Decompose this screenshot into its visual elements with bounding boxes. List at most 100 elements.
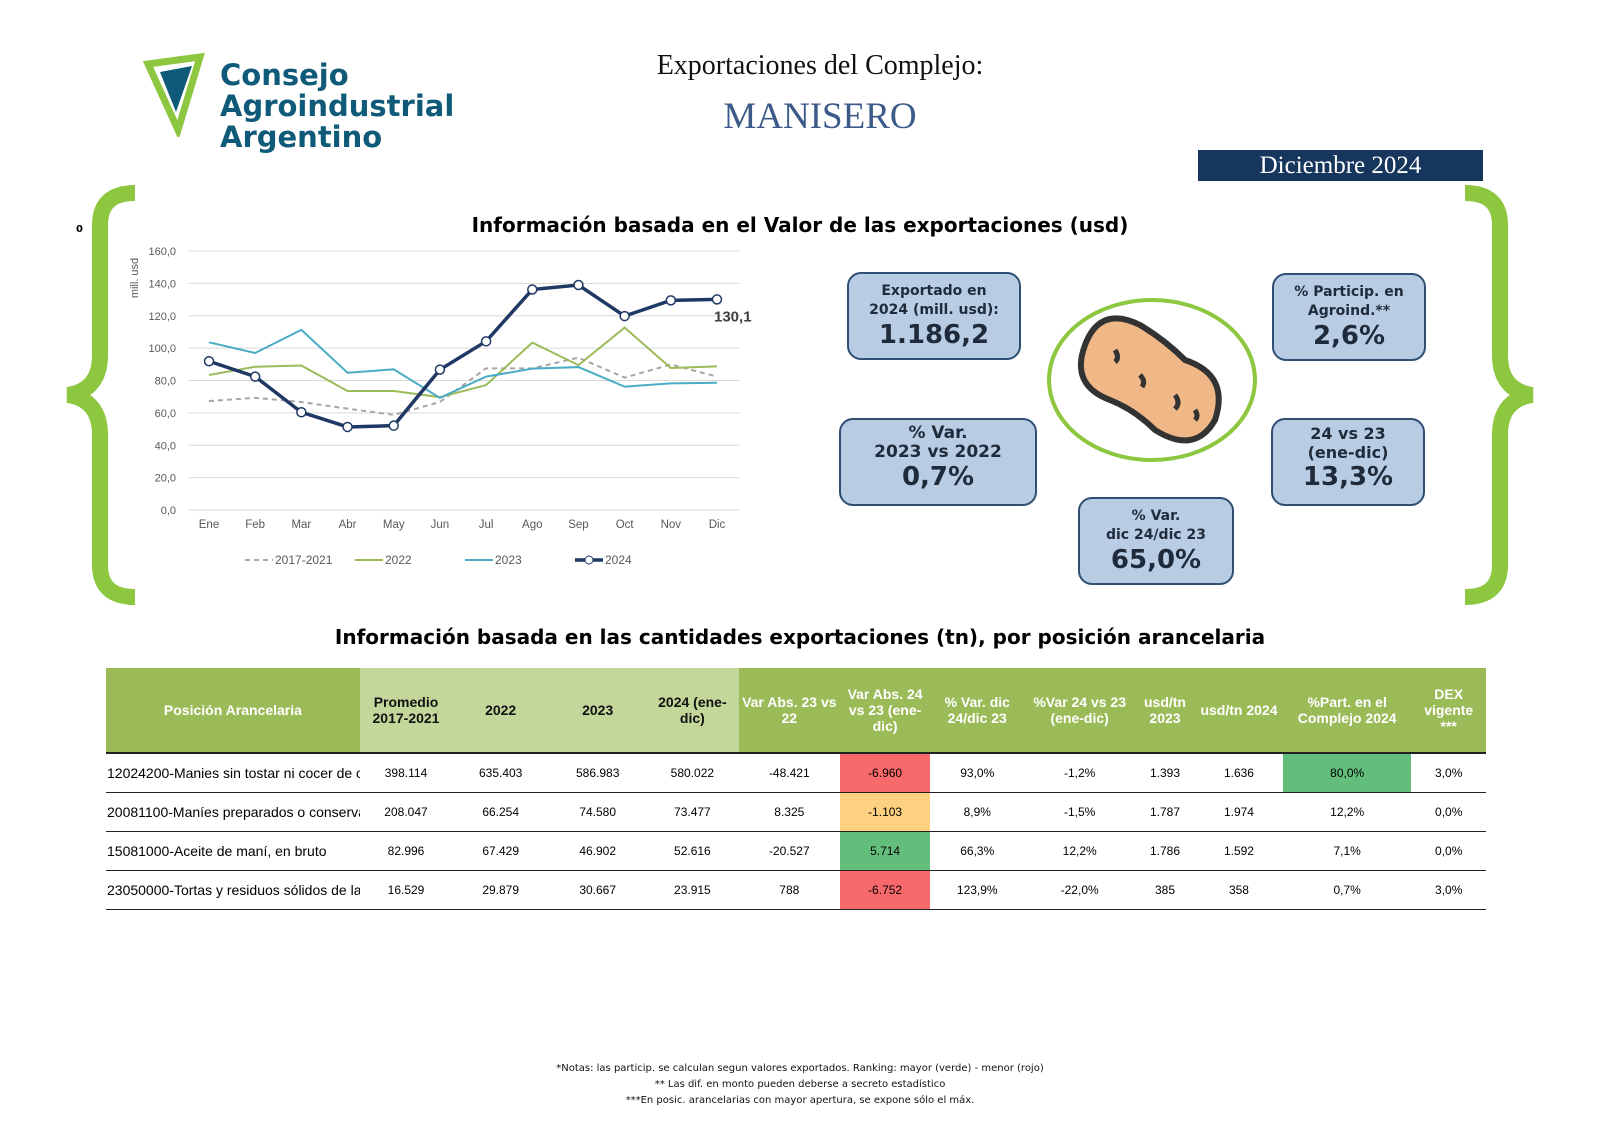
x-tick-label: Sep xyxy=(568,519,588,531)
data-point xyxy=(573,279,584,291)
y-tick-label: 140,0 xyxy=(148,278,176,290)
left-brace-icon xyxy=(66,185,136,605)
table-cell: -1.103 xyxy=(840,792,931,832)
stat-exported: Exportado en 2024 (mill. usd): 1.186,2 xyxy=(847,272,1021,360)
series-line-2022 xyxy=(208,326,718,399)
data-label: 130,1 xyxy=(714,308,752,325)
table-cell: 12,2% xyxy=(1282,792,1412,832)
data-point xyxy=(203,355,215,367)
column-header: 2023 xyxy=(549,668,647,754)
table-cell: -22,0% xyxy=(1024,870,1135,910)
table-cell: 0,0% xyxy=(1411,792,1486,832)
footnote: *Notas: las particip. se calculan segun … xyxy=(556,1063,1044,1074)
y-tick-label: 40,0 xyxy=(155,440,176,452)
legend-marker xyxy=(584,555,594,565)
table-cell: 74.580 xyxy=(549,792,647,832)
stat-label: % Particip. en Agroind.** xyxy=(1294,284,1404,319)
tariff-table: Posición Arancelaria Promedio 2017-2021 20… xyxy=(106,668,1486,910)
x-tick-label: Dic xyxy=(709,519,726,531)
legend-label: 2017-2021 xyxy=(275,553,333,567)
stat-value: 2,6% xyxy=(1312,321,1386,351)
column-header: usd/tn 2023 xyxy=(1134,668,1196,754)
table-cell: 358 xyxy=(1195,870,1283,910)
table-cell: -20.527 xyxy=(738,831,841,871)
logo-text: Consejo Agroindustrial Argentino xyxy=(220,60,454,153)
table-cell: 7,1% xyxy=(1282,831,1412,871)
page-title: Exportaciones del Complejo: xyxy=(656,50,984,81)
x-tick-label: Jun xyxy=(431,519,450,531)
x-tick-label: Abr xyxy=(339,519,357,531)
column-header: %Part. en el Complejo 2024 xyxy=(1282,668,1412,754)
table-cell: 67.429 xyxy=(452,831,550,871)
stat-label: (ene-dic) xyxy=(1307,443,1389,462)
peanut-icon xyxy=(1047,298,1257,462)
y-tick-label: 80,0 xyxy=(155,376,176,388)
table-cell: 80,0% xyxy=(1282,753,1412,793)
column-header: % Var. dic 24/dic 23 xyxy=(930,668,1025,754)
logo-line: Agroindustrial xyxy=(220,89,455,123)
period-badge: Diciembre 2024 xyxy=(1198,150,1483,181)
line-chart: 0,0 20,0 40,0 60,0 80,0 100,0 120,0 140,0 160,0 m… xyxy=(129,246,752,567)
column-header: Promedio 2017-2021 xyxy=(359,668,453,754)
table-cell: 0,0% xyxy=(1411,831,1486,871)
table-cell: 1.787 xyxy=(1134,792,1196,832)
column-header: Var Abs. 23 vs 22 xyxy=(738,668,841,754)
x-tick-label: Feb xyxy=(245,519,265,531)
table-cell: -1,2% xyxy=(1024,753,1135,793)
y-axis-label: mill. usd xyxy=(129,258,141,298)
data-point xyxy=(665,295,677,306)
table-row: 12024200-Manies sin tostar ni cocer de o… xyxy=(106,753,1486,793)
x-tick-label: Oct xyxy=(616,519,635,531)
stat-value: 65,0% xyxy=(1110,545,1202,575)
section-title-value: Información basada en el Valor de las ex… xyxy=(471,213,1129,237)
stat-label: % Var. xyxy=(1131,508,1181,524)
x-tick-label: Mar xyxy=(291,519,311,531)
series-line-2024 xyxy=(208,283,718,429)
table-cell: 29.879 xyxy=(452,870,550,910)
x-tick-label: Nov xyxy=(661,519,682,531)
table-cell: 12,2% xyxy=(1024,831,1135,871)
table-cell: -48.421 xyxy=(738,753,841,793)
complex-name: MANISERO xyxy=(723,96,917,137)
stat-share: % Particip. en Agroind.** 2,6% xyxy=(1272,273,1426,361)
table-cell: 8.325 xyxy=(738,792,841,832)
table-cell: -6.752 xyxy=(840,870,931,910)
table-header-row: Posición Arancelaria Promedio 2017-2021 20… xyxy=(106,668,1486,754)
table-cell: 3,0% xyxy=(1411,753,1486,793)
footnote: ***En posic. arancelarias con mayor aper… xyxy=(625,1095,975,1106)
data-point xyxy=(711,294,723,305)
stat-label: % Var. xyxy=(908,423,968,443)
table-cell: 1.786 xyxy=(1134,831,1196,871)
stat-value: 1.186,2 xyxy=(878,320,990,350)
footnote: ** Las dif. en monto pueden deberse a se… xyxy=(654,1079,946,1090)
tariff-position: 12024200-Manies sin tostar ni cocer de o… xyxy=(106,753,360,793)
stat-label: 24 vs 23 xyxy=(1310,424,1386,443)
section-title-quantity: Información basada en las cantidades exp… xyxy=(334,625,1266,649)
table-cell: -1,5% xyxy=(1024,792,1135,832)
table-cell: 23.915 xyxy=(646,870,739,910)
table-cell: 123,9% xyxy=(930,870,1025,910)
stat-value: 0,7% xyxy=(901,462,975,492)
table-cell: 66,3% xyxy=(930,831,1025,871)
tariff-position: 15081000-Aceite de maní, en bruto xyxy=(106,831,360,871)
y-tick-label: 0,0 xyxy=(161,505,176,517)
data-point xyxy=(619,310,630,322)
data-point xyxy=(296,406,307,418)
table-cell: 1.393 xyxy=(1134,753,1196,793)
table-cell: 0,7% xyxy=(1282,870,1412,910)
table-cell: 73.477 xyxy=(646,792,739,832)
series-line-2023 xyxy=(208,328,718,399)
stray-mark: 0 xyxy=(76,224,83,235)
table-cell: 1.592 xyxy=(1195,831,1283,871)
logo-line: Consejo xyxy=(220,58,349,92)
stat-label: dic 24/dic 23 xyxy=(1105,527,1207,543)
table-cell: 93,0% xyxy=(930,753,1025,793)
x-tick-label: Ene xyxy=(199,519,219,531)
table-cell: 580.022 xyxy=(646,753,739,793)
legend-label: 2023 xyxy=(495,553,522,567)
data-point xyxy=(480,336,492,347)
legend-label: 2024 xyxy=(605,553,632,567)
stat-var-24-23: 24 vs 23 (ene-dic) 13,3% xyxy=(1271,418,1425,506)
column-header: usd/tn 2024 xyxy=(1195,668,1283,754)
